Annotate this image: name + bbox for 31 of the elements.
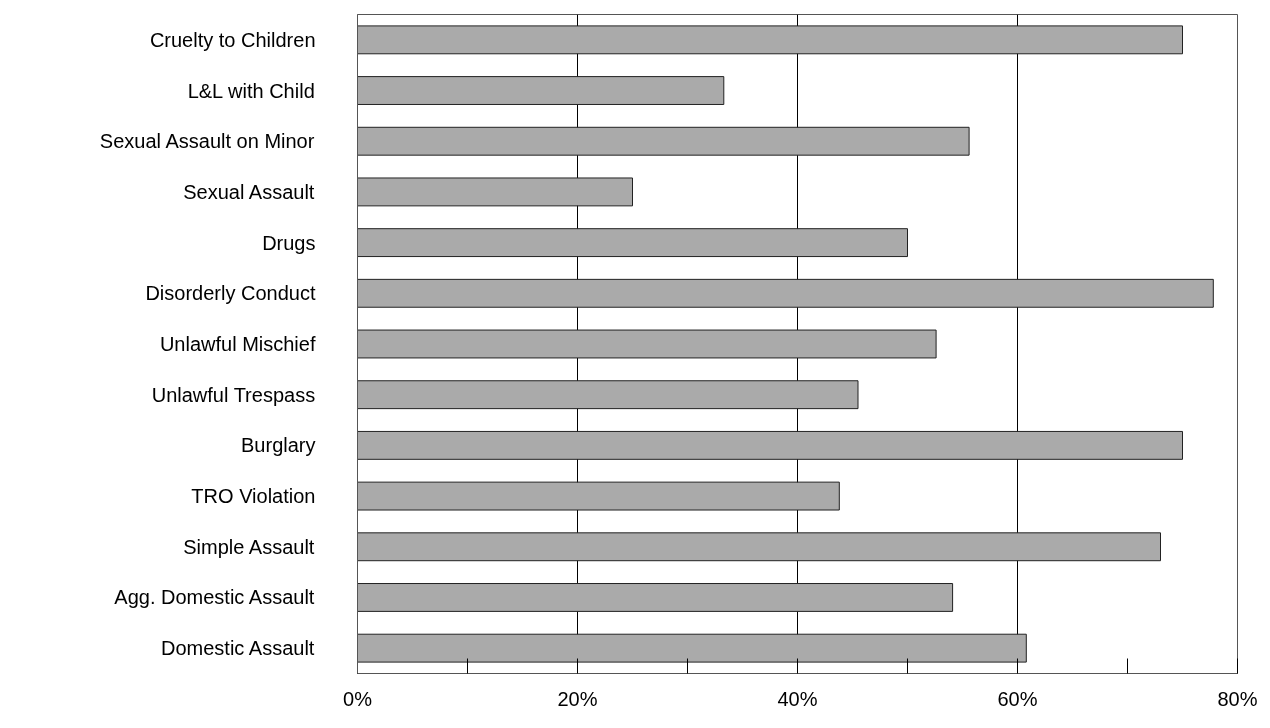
x-tick-label: 80% xyxy=(1217,687,1258,710)
y-tick-label: Burglary xyxy=(241,434,316,457)
bar xyxy=(357,380,859,410)
y-tick-label: Disorderly Conduct xyxy=(145,282,316,305)
bar xyxy=(357,532,1161,562)
x-tick-label: 0% xyxy=(343,687,373,710)
bar xyxy=(357,228,908,258)
y-tick-label: Unlawful Mischief xyxy=(159,333,316,355)
x-tick-label: 40% xyxy=(777,687,818,710)
y-tick-label: Simple Assault xyxy=(183,535,315,558)
y-tick-label: Drugs xyxy=(262,231,316,254)
bar xyxy=(357,177,633,207)
x-tick-label: 60% xyxy=(997,687,1038,710)
y-tick-label: TRO Violation xyxy=(191,485,316,508)
bar xyxy=(357,278,1214,308)
y-tick-label: Sexual Assault on Minor xyxy=(99,130,315,153)
bar xyxy=(357,633,1027,663)
bar xyxy=(357,76,725,105)
x-tick-label: 20% xyxy=(557,687,598,710)
bar xyxy=(357,329,937,359)
bar xyxy=(357,25,1183,55)
y-tick-label: Sexual Assault xyxy=(183,180,315,203)
bar xyxy=(357,430,1183,460)
y-tick-label: L&L with Child xyxy=(187,79,315,102)
y-tick-label: Unlawful Trespass xyxy=(151,383,316,406)
y-tick-label: Cruelty to Children xyxy=(149,28,316,51)
bar xyxy=(357,481,840,511)
y-tick-label: Agg. Domestic Assault xyxy=(114,586,315,609)
y-tick-label: Domestic Assault xyxy=(161,637,315,660)
bar xyxy=(357,583,954,612)
bar xyxy=(357,126,970,156)
